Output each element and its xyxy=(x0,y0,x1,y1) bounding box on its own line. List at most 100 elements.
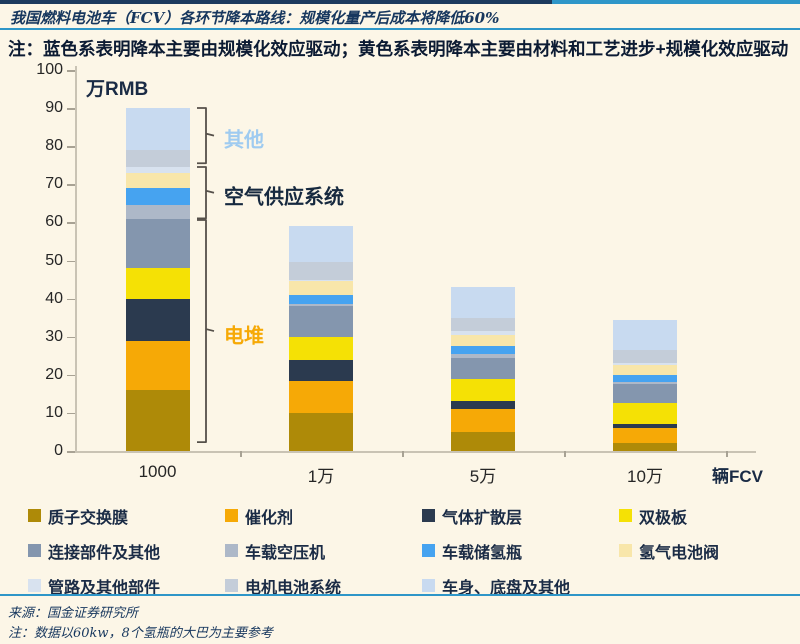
y-axis-tick-label: 10 xyxy=(45,403,63,421)
bar-segment-连接部件及其他 xyxy=(613,384,677,404)
legend-swatch xyxy=(28,544,41,557)
top-border xyxy=(0,0,800,4)
y-axis-tick-label: 50 xyxy=(45,251,63,269)
chart-legend: 质子交换膜 催化剂 气体扩散层 双极板连接部件及其他 车载空压机 车载储氢瓶 氢气电池阀管路… xyxy=(28,498,794,603)
bar-segment-催化剂 xyxy=(613,428,677,444)
legend-swatch xyxy=(619,509,632,522)
bar-segment-双极板 xyxy=(451,378,515,402)
bar-segment-气体扩散层 xyxy=(451,401,515,410)
legend-swatch xyxy=(225,509,238,522)
bar-segment-氢气电池阀 xyxy=(289,281,353,295)
bar-segment-管路及其他部件 xyxy=(289,279,353,282)
legend-label: 催化剂 xyxy=(245,509,294,527)
y-axis-tick xyxy=(67,260,75,262)
bar-segment-车身、底盘及其他 xyxy=(613,319,677,351)
y-axis-tick xyxy=(67,108,75,110)
bar-segment-电机电池系统 xyxy=(451,317,515,331)
bar-segment-管路及其他部件 xyxy=(613,363,677,366)
legend-label: 气体扩散层 xyxy=(442,509,523,527)
bracket-其他 xyxy=(197,107,215,165)
y-axis-tick-label: 30 xyxy=(45,327,63,345)
y-axis-tick-label: 0 xyxy=(54,442,63,459)
bar-segment-车载储氢瓶 xyxy=(613,374,677,383)
y-axis-tick-label: 70 xyxy=(45,175,63,193)
y-axis-tick xyxy=(67,184,75,186)
legend-label: 车载空压机 xyxy=(245,544,326,562)
legend-label: 车身、底盘及其他 xyxy=(442,579,571,597)
category-label: 1000 xyxy=(138,462,177,481)
y-axis-title: 万RMB xyxy=(86,79,149,100)
bar-segment-车载空压机 xyxy=(451,353,515,358)
bar-segment-双极板 xyxy=(613,403,677,425)
bar-segment-质子交换膜 xyxy=(125,390,190,451)
annotation-label-电堆: 电堆 xyxy=(224,325,264,348)
legend-item: 连接部件及其他 xyxy=(28,539,225,563)
legend-swatch xyxy=(422,509,435,522)
bar-segment-质子交换膜 xyxy=(613,443,677,451)
x-axis-title: 辆FCV xyxy=(712,467,763,486)
bar-segment-管路及其他部件 xyxy=(125,167,190,173)
y-axis-tick-label: 20 xyxy=(45,365,63,383)
legend-swatch xyxy=(619,544,632,557)
legend-swatch xyxy=(422,544,435,557)
bracket-电堆 xyxy=(197,219,215,444)
legend-item: 电机电池系统 xyxy=(225,574,422,598)
title-underline xyxy=(0,28,800,30)
bar-segment-气体扩散层 xyxy=(613,424,677,429)
legend-item: 双极板 xyxy=(619,504,788,528)
x-axis-tick xyxy=(726,451,728,457)
legend-label: 管路及其他部件 xyxy=(48,579,161,597)
bar-segment-气体扩散层 xyxy=(125,298,190,341)
legend-item: 氢气电池阀 xyxy=(619,539,788,563)
bar-segment-车身、底盘及其他 xyxy=(125,108,190,150)
annotation-label-空气供应系统: 空气供应系统 xyxy=(224,186,344,209)
bar-segment-车载空压机 xyxy=(125,205,190,219)
legend-label: 电机电池系统 xyxy=(245,579,342,597)
legend-item: 车载空压机 xyxy=(225,539,422,563)
x-axis-tick xyxy=(564,451,566,457)
legend-item: 质子交换膜 xyxy=(28,504,225,528)
bar-segment-车载储氢瓶 xyxy=(125,188,190,206)
category-label: 10万 xyxy=(627,467,663,486)
y-axis-tick-label: 60 xyxy=(45,213,63,231)
category-label: 1万 xyxy=(307,467,335,486)
legend-item: 气体扩散层 xyxy=(422,504,619,528)
legend-label: 双极板 xyxy=(639,509,688,527)
legend-item: 车载储氢瓶 xyxy=(422,539,619,563)
page-title: 我国燃料电池车（FCV）各环节降本路线：规模化量产后成本将降低60% xyxy=(10,9,500,27)
bar-segment-管路及其他部件 xyxy=(451,330,515,335)
bar-segment-车载储氢瓶 xyxy=(451,346,515,354)
footnote-line: 注：数据以60kw，8个氢瓶的大巴为主要参考 xyxy=(8,626,273,641)
color-legend-note: 注：蓝色系表明降本主要由规模化效应驱动；黄色系表明降本主要由材料和工艺进步+规模… xyxy=(8,39,789,59)
y-axis-tick xyxy=(67,298,75,301)
bar xyxy=(289,226,353,451)
bar-segment-电机电池系统 xyxy=(613,350,677,364)
y-axis-tick xyxy=(67,222,75,224)
y-axis-line xyxy=(75,66,77,451)
bar-segment-双极板 xyxy=(289,336,353,360)
bar-segment-气体扩散层 xyxy=(289,359,353,381)
bar-segment-催化剂 xyxy=(125,340,190,391)
x-axis-line xyxy=(75,451,756,453)
legend-label: 氢气电池阀 xyxy=(639,544,720,562)
bar xyxy=(613,319,677,451)
source-line: 来源：国金证券研究所 xyxy=(8,606,139,621)
x-axis-tick xyxy=(240,451,242,457)
bar xyxy=(125,108,190,451)
y-axis-tick xyxy=(67,336,75,339)
legend-swatch xyxy=(225,544,238,557)
bar-segment-氢气电池阀 xyxy=(125,172,190,189)
y-axis-tick xyxy=(67,412,75,415)
bar-segment-氢气电池阀 xyxy=(451,334,515,347)
bracket-空气供应系统 xyxy=(197,166,215,220)
bar-segment-连接部件及其他 xyxy=(125,218,190,269)
category-label: 5万 xyxy=(469,467,497,486)
legend-swatch xyxy=(28,579,41,592)
y-axis-tick xyxy=(67,374,75,377)
bar xyxy=(451,287,515,451)
bar-segment-质子交换膜 xyxy=(451,431,515,451)
bar-segment-车身、底盘及其他 xyxy=(289,226,353,263)
annotation-label-其他: 其他 xyxy=(224,129,264,152)
bar-segment-氢气电池阀 xyxy=(613,365,677,375)
bar-segment-车载空压机 xyxy=(613,382,677,385)
